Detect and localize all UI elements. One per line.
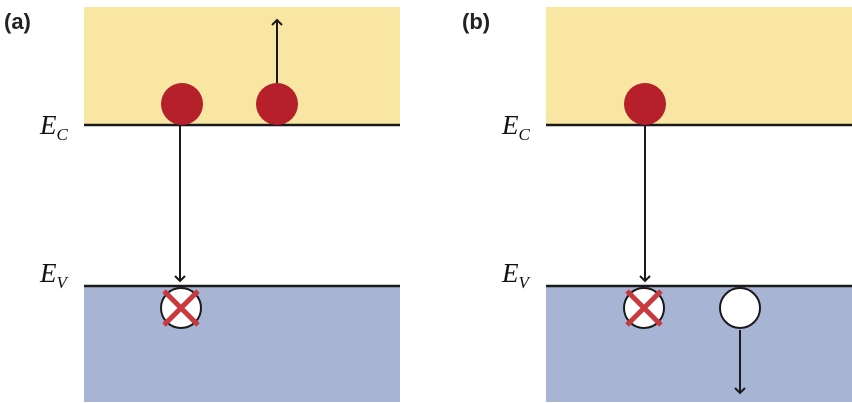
ec-label-b: EC [501,110,531,144]
valence-band-b [546,286,852,402]
panel-b: (b) EC EV [462,7,852,402]
electron-a-2 [256,83,298,125]
ec-label-a: EC [39,110,69,144]
valence-band-a [84,286,400,402]
panel-a-label: (a) [4,9,31,34]
annihilated-hole-b [623,287,665,329]
conduction-band-a [84,7,400,125]
hole-b-2 [719,287,761,329]
conduction-band-b [546,7,852,125]
ev-label-b: EV [501,258,532,292]
cross-mark-b-2 [625,289,663,327]
cross-mark-a-2 [162,289,200,327]
annihilated-hole-a [160,287,202,329]
panel-a: (a) EC EV [4,7,400,402]
electron-b [624,83,666,125]
ev-label-a: EV [39,258,70,292]
electron-a-1 [161,83,203,125]
panel-b-label: (b) [462,9,490,34]
